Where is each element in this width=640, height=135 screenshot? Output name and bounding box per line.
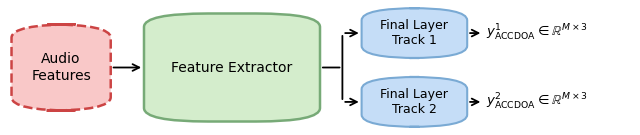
FancyBboxPatch shape xyxy=(144,14,320,122)
FancyBboxPatch shape xyxy=(362,77,467,127)
Text: Final Layer
Track 2: Final Layer Track 2 xyxy=(380,88,449,116)
Text: $y^{1}_{\mathrm{ACCDOA}} \in \mathbb{R}^{M\times3}$: $y^{1}_{\mathrm{ACCDOA}} \in \mathbb{R}^… xyxy=(486,23,588,43)
Text: Audio
Features: Audio Features xyxy=(31,52,91,83)
Text: $y^{2}_{\mathrm{ACCDOA}} \in \mathbb{R}^{M\times3}$: $y^{2}_{\mathrm{ACCDOA}} \in \mathbb{R}^… xyxy=(486,92,588,112)
Text: Feature Extractor: Feature Extractor xyxy=(172,60,292,75)
FancyBboxPatch shape xyxy=(12,24,111,111)
Text: Final Layer
Track 1: Final Layer Track 1 xyxy=(380,19,449,47)
FancyBboxPatch shape xyxy=(362,8,467,58)
